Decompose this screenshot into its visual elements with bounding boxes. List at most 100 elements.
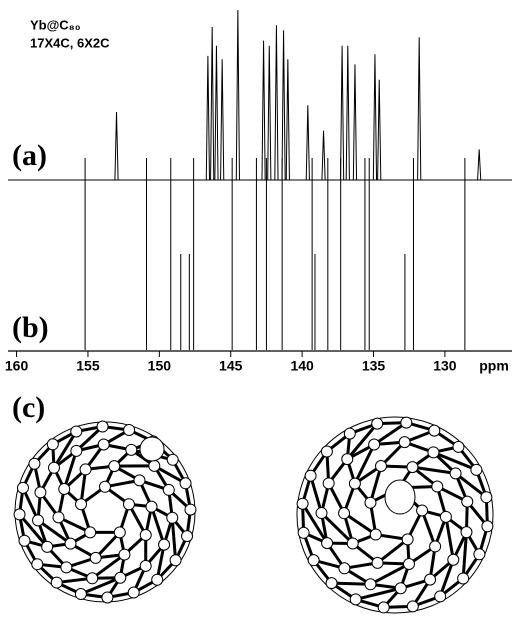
atom [372,557,383,568]
x-tick-label: 155 [76,358,100,374]
atom [61,562,72,573]
atom [323,478,334,489]
atom [32,559,43,570]
atom [448,554,459,565]
atom [430,541,441,552]
x-tick-label: 140 [290,358,314,374]
atom [401,417,412,428]
atom [462,496,473,507]
atom [395,583,406,594]
atom [298,527,309,538]
peak [262,41,265,180]
atom [429,425,440,436]
atom [90,552,101,563]
figure: Yb@C₈₀ 17X4C, 6X2C (a) (b) (c) 160155150… [0,0,522,631]
atom [326,578,337,589]
atom [76,499,87,510]
peak [373,54,376,180]
atom [471,464,482,475]
atom [71,426,82,437]
peak [418,37,421,180]
atom [417,505,428,516]
atom [481,492,492,503]
atom [134,475,145,486]
atom [149,460,160,471]
atom [474,549,485,560]
atom [75,589,86,600]
atom [163,484,174,495]
atom [399,437,410,448]
atom [146,501,157,512]
atom [48,462,59,473]
atom [378,602,389,613]
atom [440,511,451,522]
atom [365,497,376,508]
atom [482,521,493,532]
atom [407,462,418,473]
atom [80,464,91,475]
atom [350,594,361,605]
atom [342,454,353,465]
atom [152,574,163,585]
annotation: 17X4C, 6X2C [30,35,110,50]
peak [268,46,271,180]
atom [98,439,109,450]
peak [206,56,209,180]
annotation: Yb@C₈₀ [30,17,81,32]
atom [59,483,70,494]
panel-label: (c) [12,391,45,424]
atom [128,587,139,598]
atom [432,481,443,492]
atom [14,509,25,520]
atom [114,527,125,538]
peak [221,59,224,180]
atom [297,498,308,509]
atom [349,478,360,489]
atom [461,527,472,538]
panel-label: (b) [12,311,49,344]
atom [375,461,386,472]
peak [115,112,118,180]
peak [322,131,325,180]
atom [182,531,193,542]
atom [115,572,126,583]
atom [97,421,108,432]
atom [185,504,196,515]
atom [458,573,469,584]
atom [102,592,113,603]
peak [306,105,309,180]
panel-label: (a) [12,139,47,172]
atom [140,560,151,571]
atom [29,458,40,469]
x-tick-label: 160 [5,358,29,374]
x-tick-label: 145 [219,358,243,374]
atom [404,558,415,569]
metal-atom [140,437,164,461]
atom [369,439,380,450]
atom [42,541,53,552]
atom [47,439,58,450]
peak [211,27,214,180]
atom [19,535,30,546]
atom [339,508,350,519]
x-axis-label: ppm [479,358,509,374]
atom [87,573,98,584]
peak [353,64,356,180]
atom [17,482,28,493]
atom [53,512,64,523]
atom [119,549,130,560]
atom [33,515,44,526]
peak [478,149,481,180]
atom [123,499,134,510]
atom [316,508,327,519]
atom [453,441,464,452]
peak [378,80,381,180]
atom [140,530,151,541]
atom [425,574,436,585]
metal-atom [385,480,415,514]
atom [322,538,333,549]
atom [435,591,446,602]
atom [159,539,170,550]
atom [167,512,178,523]
peak [236,10,239,180]
